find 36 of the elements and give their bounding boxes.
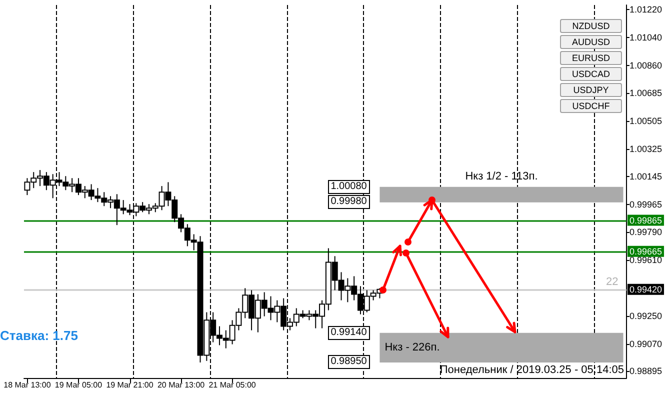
ref-line-label: 0.99420: [629, 284, 662, 294]
y-tick-label: 1.00145: [629, 172, 662, 182]
x-tick-label: 20 Mar 13:00: [157, 380, 206, 390]
y-tick-label: 1.00685: [629, 88, 662, 98]
x-tick-label: 19 Mar 05:00: [54, 380, 103, 390]
annotation: USDJPY: [560, 83, 622, 97]
annotation: 0.99140: [328, 326, 370, 340]
x-tick-label: 19 Mar 21:00: [106, 380, 154, 390]
annotation: Понедельник / 2019.03.25 - 05:14:05: [440, 364, 624, 376]
y-tick-label: 1.01040: [629, 32, 662, 43]
y-tick-label: 1.01220: [629, 4, 662, 15]
band-label: Нкз 1/2 - 113п.: [465, 170, 538, 182]
y-tick-label: 0.99790: [629, 226, 662, 237]
annotation: 0.99980: [328, 195, 370, 210]
annotation: Ставка: 1.75: [0, 328, 78, 343]
ref-line-label: 0.99865: [629, 215, 662, 226]
y-tick-label: 1.00505: [629, 116, 662, 126]
annotation: 22: [606, 276, 618, 288]
annotation: EURUSD: [560, 51, 622, 65]
y-tick-label: 1.00860: [629, 60, 662, 71]
x-tick-label: 18 Mar 13:00: [4, 380, 52, 390]
y-tick-label: 0.99070: [629, 338, 662, 349]
annotation: USDCAD: [560, 67, 622, 81]
band-label: Нкз - 226п.: [384, 342, 440, 354]
annotation: 0.98950: [328, 355, 370, 370]
annotation: AUDUSD: [560, 35, 622, 49]
y-tick-label: 0.98895: [629, 366, 662, 376]
x-tick-label: 21 Mar 05:00: [208, 380, 256, 390]
y-tick-label: 0.99250: [629, 310, 662, 321]
y-tick-label: 0.99965: [629, 200, 662, 210]
ref-line-label: 0.99665: [629, 246, 662, 256]
y-tick-label: 1.00325: [629, 144, 662, 154]
annotation: NZDUSD: [560, 19, 622, 33]
annotation: 1.00080: [328, 180, 370, 194]
y-tick-label: 0.99610: [629, 254, 662, 265]
annotation: USDCHF: [560, 99, 622, 113]
